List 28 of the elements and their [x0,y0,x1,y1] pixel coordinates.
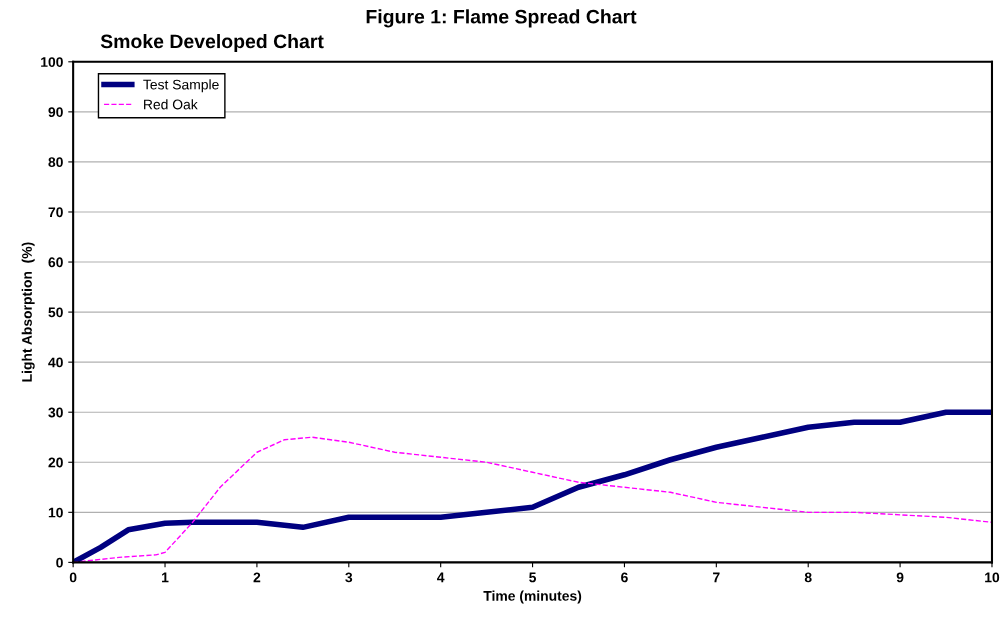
legend-label: Red Oak [144,99,198,110]
y-tick-label: 60 [48,257,63,268]
y-tick-label: 50 [48,307,63,318]
x-tick-label: 9 [896,572,904,583]
legend-label: Test Sample [143,79,219,93]
x-tick-label: 4 [437,572,445,583]
y-tick-label: 40 [48,357,63,368]
x-tick-label: 1 [162,572,169,583]
y-axis-title: Light Absorption (%) [21,242,35,382]
y-tick-label: 80 [48,157,63,168]
x-tick-label: 0 [69,572,77,583]
chart-subtitle: Smoke Developed Chart [100,33,324,53]
x-tick-label: 6 [621,572,628,583]
y-tick-label: 0 [56,557,63,568]
y-tick-label: 70 [48,207,63,218]
y-tick-label: 90 [48,107,63,118]
y-tick-label: 100 [41,57,63,67]
x-axis-title: Time (minutes) [483,590,582,604]
y-tick-label: 10 [48,507,63,518]
x-tick-label: 5 [529,572,537,583]
y-tick-label: 20 [48,457,63,468]
x-tick-label: 10 [985,572,1000,583]
x-tick-label: 2 [253,572,261,583]
x-tick-label: 7 [713,572,720,583]
y-tick-label: 30 [48,407,63,418]
x-tick-label: 3 [345,572,353,583]
x-tick-label: 8 [804,572,812,583]
chart-title: Figure 1: Flame Spread Chart [366,9,637,28]
